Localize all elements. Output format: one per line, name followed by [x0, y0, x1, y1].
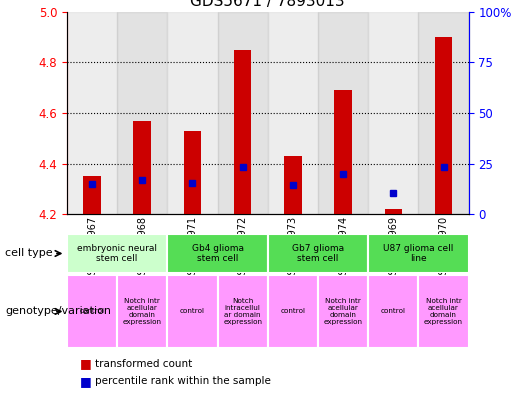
- Text: Notch intr
acellular
domain
expression: Notch intr acellular domain expression: [323, 298, 363, 325]
- Bar: [67, 234, 167, 273]
- Text: transformed count: transformed count: [95, 358, 193, 369]
- Bar: [67, 12, 117, 214]
- Bar: [218, 12, 268, 214]
- Bar: [268, 234, 368, 273]
- Bar: [418, 12, 469, 214]
- Bar: [435, 37, 452, 214]
- Text: Notch
intracellul
ar domain
expression: Notch intracellul ar domain expression: [223, 298, 262, 325]
- Bar: [385, 209, 402, 214]
- Bar: [83, 176, 101, 214]
- Text: U87 glioma cell
line: U87 glioma cell line: [383, 244, 454, 263]
- Bar: [117, 12, 167, 214]
- Text: ■: ■: [80, 375, 92, 388]
- Bar: [268, 275, 318, 348]
- Text: ■: ■: [80, 357, 92, 370]
- Bar: [284, 156, 302, 214]
- Text: Notch intr
acellular
domain
expression: Notch intr acellular domain expression: [123, 298, 162, 325]
- Title: GDS5671 / 7893013: GDS5671 / 7893013: [191, 0, 345, 9]
- Bar: [167, 234, 268, 273]
- Text: Gb4 glioma
stem cell: Gb4 glioma stem cell: [192, 244, 244, 263]
- Bar: [268, 12, 318, 214]
- Text: Notch intr
acellular
domain
expression: Notch intr acellular domain expression: [424, 298, 463, 325]
- Text: genotype/variation: genotype/variation: [5, 307, 111, 316]
- Text: percentile rank within the sample: percentile rank within the sample: [95, 376, 271, 386]
- Bar: [318, 12, 368, 214]
- Bar: [368, 12, 418, 214]
- Bar: [133, 121, 151, 214]
- Text: Gb7 glioma
stem cell: Gb7 glioma stem cell: [292, 244, 344, 263]
- Bar: [67, 275, 117, 348]
- Bar: [117, 275, 167, 348]
- Bar: [167, 12, 217, 214]
- Bar: [234, 50, 251, 214]
- Bar: [419, 275, 469, 348]
- Bar: [368, 275, 418, 348]
- Bar: [218, 275, 268, 348]
- Text: cell type: cell type: [5, 248, 53, 259]
- Text: control: control: [381, 309, 406, 314]
- Text: control: control: [79, 309, 105, 314]
- Bar: [368, 234, 469, 273]
- Text: control: control: [280, 309, 305, 314]
- Text: control: control: [180, 309, 205, 314]
- Bar: [167, 275, 217, 348]
- Text: embryonic neural
stem cell: embryonic neural stem cell: [77, 244, 157, 263]
- Bar: [334, 90, 352, 214]
- Bar: [318, 275, 368, 348]
- Bar: [184, 131, 201, 214]
